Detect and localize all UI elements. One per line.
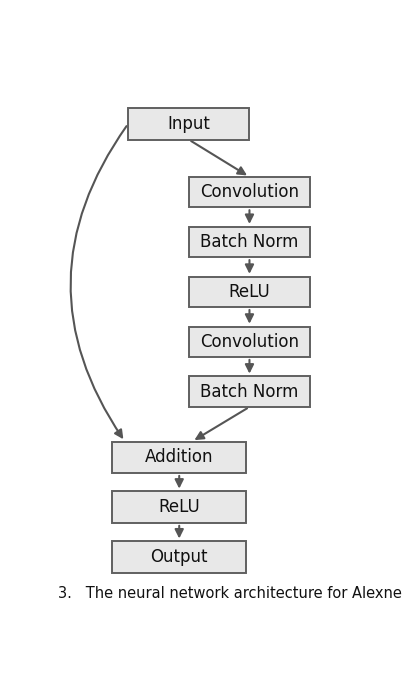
Text: ReLU: ReLU xyxy=(158,499,200,516)
Text: Convolution: Convolution xyxy=(200,333,299,351)
FancyBboxPatch shape xyxy=(189,376,310,407)
Text: Convolution: Convolution xyxy=(200,183,299,201)
Text: ReLU: ReLU xyxy=(229,283,270,301)
FancyBboxPatch shape xyxy=(189,177,310,207)
FancyBboxPatch shape xyxy=(112,441,246,473)
FancyBboxPatch shape xyxy=(112,492,246,523)
FancyBboxPatch shape xyxy=(128,108,249,140)
FancyBboxPatch shape xyxy=(189,227,310,257)
Text: Batch Norm: Batch Norm xyxy=(200,383,299,400)
FancyBboxPatch shape xyxy=(189,277,310,307)
FancyBboxPatch shape xyxy=(112,542,246,573)
Text: Output: Output xyxy=(150,548,208,566)
FancyBboxPatch shape xyxy=(189,327,310,357)
Text: Addition: Addition xyxy=(145,448,213,466)
Text: Input: Input xyxy=(167,115,210,133)
Text: Batch Norm: Batch Norm xyxy=(200,233,299,251)
Text: 3.   The neural network architecture for Alexne: 3. The neural network architecture for A… xyxy=(58,586,402,601)
